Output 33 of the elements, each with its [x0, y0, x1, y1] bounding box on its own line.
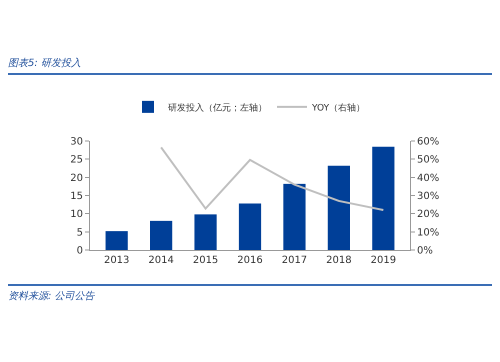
bar	[372, 146, 394, 250]
x-tick-label: 2017	[282, 255, 308, 266]
bar	[283, 184, 306, 250]
legend-label: 研发投入（亿元；左轴）	[168, 102, 267, 114]
y-tick-label: 10	[70, 209, 83, 220]
chart-title: 图表5: 研发投入	[8, 56, 492, 75]
y-tick-label: 20	[70, 172, 83, 184]
y2-tick-label: 60%	[417, 136, 440, 148]
y-tick-label: 0	[76, 246, 83, 256]
y2-tick-label: 10%	[417, 227, 440, 238]
legend-label: YOY（右轴）	[311, 102, 366, 114]
y2-tick-label: 40%	[417, 172, 440, 184]
y2-tick-label: 20%	[417, 209, 440, 220]
x-tick-label: 2015	[192, 255, 218, 266]
bar	[150, 220, 172, 250]
y-tick-label: 30	[70, 136, 83, 148]
line-series	[160, 146, 384, 212]
bar	[328, 166, 350, 250]
bar	[238, 203, 262, 250]
bar	[106, 231, 128, 250]
x-tick-label: 2019	[370, 255, 396, 266]
y-tick-label: 25	[70, 154, 83, 166]
y2-tick-label: 30%	[417, 191, 440, 202]
x-tick-label: 2016	[237, 255, 263, 266]
y-tick-label: 5	[76, 227, 83, 238]
x-tick-label: 2014	[148, 255, 174, 266]
x-tick-label: 2013	[104, 255, 130, 266]
y-tick-label: 15	[70, 191, 83, 202]
y2-tick-label: 0%	[417, 246, 433, 256]
bar	[194, 214, 217, 250]
x-tick-label: 2018	[326, 255, 352, 266]
text: 资料来源: 公司公告	[8, 284, 492, 303]
y2-tick-label: 50%	[417, 154, 440, 166]
